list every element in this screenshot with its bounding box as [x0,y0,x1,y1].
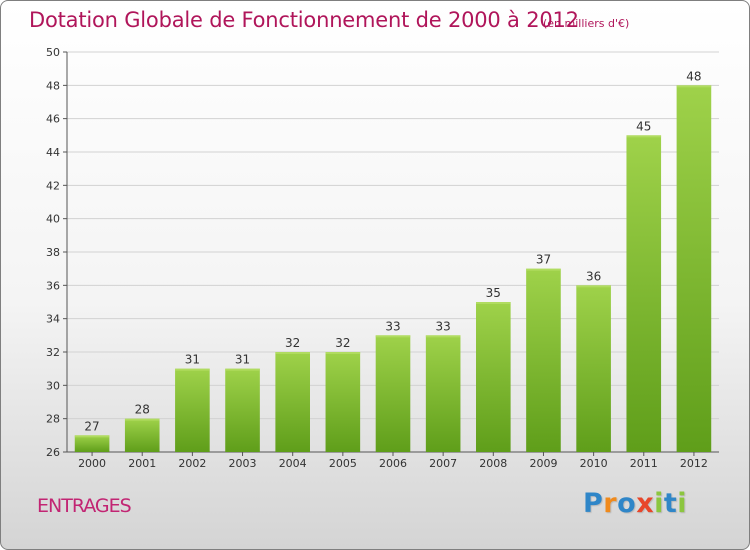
logo-letter: x [636,488,655,519]
y-tick-label: 26 [46,446,60,459]
bar [576,285,611,452]
y-tick-label: 38 [46,246,60,259]
y-tick-label: 50 [46,46,60,59]
bar [275,352,310,452]
chart-title: Dotation Globale de Fonctionnement de 20… [29,8,579,32]
bar-top-highlight [676,85,712,88]
bar [526,268,561,452]
bar [124,418,160,452]
bar-top-highlight [74,435,110,438]
y-tick-label: 36 [46,279,60,292]
bar [375,335,411,452]
bar-top-highlight [375,335,411,338]
logo-letter: r [603,488,618,519]
logo-letter: i [677,488,688,519]
bar [225,368,260,452]
bar-value-label: 33 [385,319,400,333]
bar-top-highlight [124,418,160,421]
y-tick-label: 32 [46,346,60,359]
y-tick-label: 46 [46,113,60,126]
bar-value-label: 31 [235,353,250,367]
bar-value-label: 31 [185,353,200,367]
bar-top-highlight [225,368,260,371]
x-tick-label: 2006 [379,457,407,470]
bar-top-highlight [576,285,611,288]
x-tick-label: 2000 [78,457,106,470]
bar-top-highlight [275,352,310,354]
bar-value-label: 33 [436,319,451,333]
bar-top-highlight [476,302,511,304]
x-tick-label: 2004 [279,457,307,470]
x-tick-label: 2011 [630,457,658,470]
bar [676,85,712,452]
bar-top-highlight [175,368,210,371]
bar-top-highlight [325,352,361,354]
x-tick-label: 2010 [580,457,608,470]
y-tick-label: 40 [46,213,60,226]
bar-value-label: 45 [636,119,651,133]
logo-letter: o [617,488,637,519]
bar-value-label: 35 [486,286,501,300]
bar-value-label: 36 [586,269,601,283]
x-tick-label: 2003 [229,457,257,470]
bar-value-label: 28 [135,403,150,417]
chart-unit-note: (en milliers d'€) [543,17,630,30]
y-tick-label: 34 [46,313,60,326]
bar-value-label: 27 [84,419,99,433]
place-name: ENTRAGES [37,495,132,517]
x-tick-label: 2012 [680,457,708,470]
bar-top-highlight [526,268,561,271]
x-tick-label: 2008 [479,457,507,470]
bar-value-label: 32 [335,336,350,350]
x-tick-label: 2005 [329,457,357,470]
y-tick-label: 30 [46,379,60,392]
x-tick-label: 2001 [128,457,156,470]
y-tick-label: 28 [46,413,60,426]
bar [74,435,110,452]
bar-top-highlight [626,135,662,138]
bars [74,85,712,453]
x-tick-label: 2007 [429,457,457,470]
y-tick-label: 42 [46,179,60,192]
bar [325,352,361,452]
y-tick-label: 44 [46,146,60,159]
bar-value-label: 32 [285,336,300,350]
logo-letter: i [654,488,664,519]
bar-value-label: 37 [536,253,551,267]
bar [175,368,210,452]
bar [425,335,461,452]
proxiti-logo[interactable]: Proxiti [583,488,687,519]
logo-letter: t [663,488,678,519]
x-tick-label: 2009 [529,457,557,470]
logo-letter: P [583,488,604,519]
labels: 27 2000 28 2001 31 2002 31 2003 32 2004 32 2005 33 20… [78,69,708,470]
bar [626,135,662,453]
bar-top-highlight [425,335,461,338]
bar-value-label: 48 [686,69,701,83]
y-tick-label: 48 [46,79,60,92]
x-tick-label: 2002 [178,457,206,470]
bar [476,302,511,452]
